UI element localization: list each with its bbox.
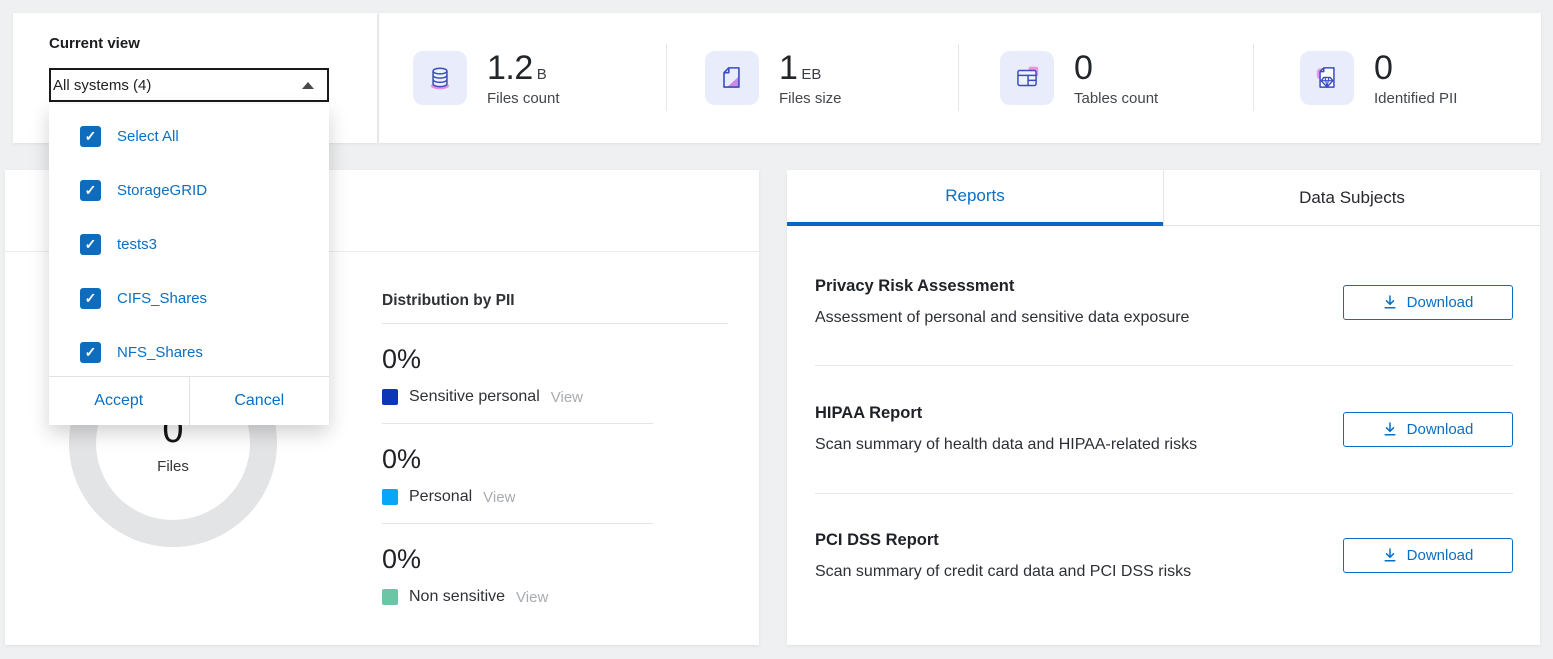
- reports-tabs: Reports Data Subjects: [787, 170, 1540, 226]
- non-sensitive-view-link[interactable]: View: [516, 588, 549, 606]
- personal-percent: 0%: [382, 444, 422, 475]
- download-icon: [1384, 422, 1396, 436]
- personal-label: Personal: [409, 488, 473, 506]
- sensitive-personal-swatch: [382, 389, 398, 406]
- dropdown-footer: Accept Cancel: [49, 376, 329, 425]
- files-count-label: Files count: [487, 90, 560, 107]
- hipaa-download-button[interactable]: Download: [1343, 412, 1513, 447]
- pci-dss-report-description: Scan summary of credit card data and PCI…: [815, 563, 1192, 580]
- files-size-value: 1 EB: [779, 49, 822, 87]
- identified-pii-value: 0: [1374, 49, 1393, 87]
- stat-divider: [958, 44, 959, 111]
- non-sensitive-swatch: [382, 589, 398, 606]
- systems-select[interactable]: All systems (4): [49, 68, 329, 102]
- option-label: StorageGRID: [117, 181, 208, 199]
- identified-pii-label: Identified PII: [1374, 90, 1458, 107]
- donut-files-label: Files: [157, 458, 189, 475]
- summary-stats-card: 1.2 B Files count 1 EB Files size: [379, 13, 1541, 143]
- sensitive-personal-label: Sensitive personal: [409, 388, 540, 406]
- download-button-label: Download: [1406, 421, 1474, 438]
- classification-panel-header: [5, 170, 759, 252]
- reports-panel: Reports Data Subjects Privacy Risk Asses…: [787, 170, 1540, 645]
- pii-diamond-icon: [1300, 51, 1354, 105]
- checkbox-checked-icon[interactable]: ✓: [80, 287, 101, 309]
- divider: [382, 423, 653, 425]
- tab-reports[interactable]: Reports: [787, 170, 1163, 226]
- checkbox-checked-icon[interactable]: ✓: [80, 125, 101, 147]
- files-count-value: 1.2 B: [487, 49, 547, 87]
- option-tests3[interactable]: ✓ tests3: [49, 221, 329, 267]
- download-button-label: Download: [1406, 547, 1474, 564]
- divider: [382, 523, 653, 525]
- non-sensitive-label: Non sensitive: [409, 588, 506, 606]
- stat-files-size: 1 EB Files size: [705, 51, 842, 107]
- stat-tables-count: 0 Tables count: [1000, 51, 1158, 107]
- divider: [382, 323, 728, 324]
- database-icon: [413, 51, 467, 105]
- files-size-unit: EB: [801, 66, 822, 83]
- download-icon: [1384, 548, 1396, 562]
- stat-files-count: 1.2 B Files count: [413, 51, 560, 107]
- divider: [815, 365, 1513, 366]
- option-label: NFS_Shares: [117, 343, 203, 361]
- sensitive-personal-view-link[interactable]: View: [550, 388, 583, 406]
- hipaa-report-description: Scan summary of health data and HIPAA-re…: [815, 436, 1198, 453]
- files-size-label: Files size: [779, 90, 842, 107]
- distribution-title: Distribution by PII: [382, 292, 515, 309]
- divider: [815, 493, 1513, 494]
- stat-divider: [666, 44, 667, 111]
- personal-legend: Personal View: [382, 488, 728, 506]
- accept-button[interactable]: Accept: [49, 377, 189, 425]
- files-count-unit: B: [536, 66, 547, 83]
- hipaa-report-title: HIPAA Report: [815, 404, 923, 422]
- non-sensitive-legend: Non sensitive View: [382, 588, 728, 606]
- privacy-risk-download-button[interactable]: Download: [1343, 285, 1513, 320]
- tables-count-value: 0: [1074, 49, 1093, 87]
- privacy-risk-report-title: Privacy Risk Assessment: [815, 277, 1015, 295]
- sensitive-personal-percent: 0%: [382, 344, 422, 374]
- checkbox-checked-icon[interactable]: ✓: [80, 341, 101, 363]
- option-label: CIFS_Shares: [117, 289, 208, 307]
- personal-view-link[interactable]: View: [483, 488, 516, 506]
- option-select-all[interactable]: ✓ Select All: [49, 113, 329, 159]
- distribution-by-pii: Distribution by PII 0% Sensitive persona…: [382, 292, 728, 606]
- checkbox-checked-icon[interactable]: ✓: [80, 233, 101, 255]
- download-icon: [1384, 295, 1396, 309]
- option-nfs-shares[interactable]: ✓ NFS_Shares: [49, 329, 329, 375]
- checkbox-checked-icon[interactable]: ✓: [80, 179, 101, 201]
- download-button-label: Download: [1406, 294, 1474, 311]
- sensitive-personal-legend: Sensitive personal View: [382, 388, 728, 406]
- stat-identified-pii: 0 Identified PII: [1300, 51, 1457, 107]
- option-cifs-shares[interactable]: ✓ CIFS_Shares: [49, 275, 329, 321]
- stat-divider: [1253, 44, 1254, 111]
- tab-data-subjects[interactable]: Data Subjects: [1163, 170, 1540, 226]
- chevron-up-icon: [302, 81, 314, 89]
- option-label: Select All: [117, 127, 179, 145]
- option-label: tests3: [117, 235, 158, 253]
- current-view-label: Current view: [49, 35, 140, 52]
- pci-dss-download-button[interactable]: Download: [1343, 538, 1513, 573]
- systems-select-value: All systems (4): [53, 76, 152, 94]
- personal-swatch: [382, 489, 398, 506]
- non-sensitive-percent: 0%: [382, 544, 422, 575]
- systems-dropdown: ✓ Select All ✓ StorageGRID ✓ tests3 ✓ CI…: [49, 104, 329, 425]
- cancel-button[interactable]: Cancel: [188, 377, 329, 425]
- tables-count-label: Tables count: [1074, 90, 1159, 107]
- table-icon: [1000, 51, 1054, 105]
- option-storagegrid[interactable]: ✓ StorageGRID: [49, 167, 329, 213]
- pci-dss-report-title: PCI DSS Report: [815, 531, 939, 549]
- privacy-risk-report-description: Assessment of personal and sensitive dat…: [815, 309, 1190, 326]
- file-icon: [705, 51, 759, 105]
